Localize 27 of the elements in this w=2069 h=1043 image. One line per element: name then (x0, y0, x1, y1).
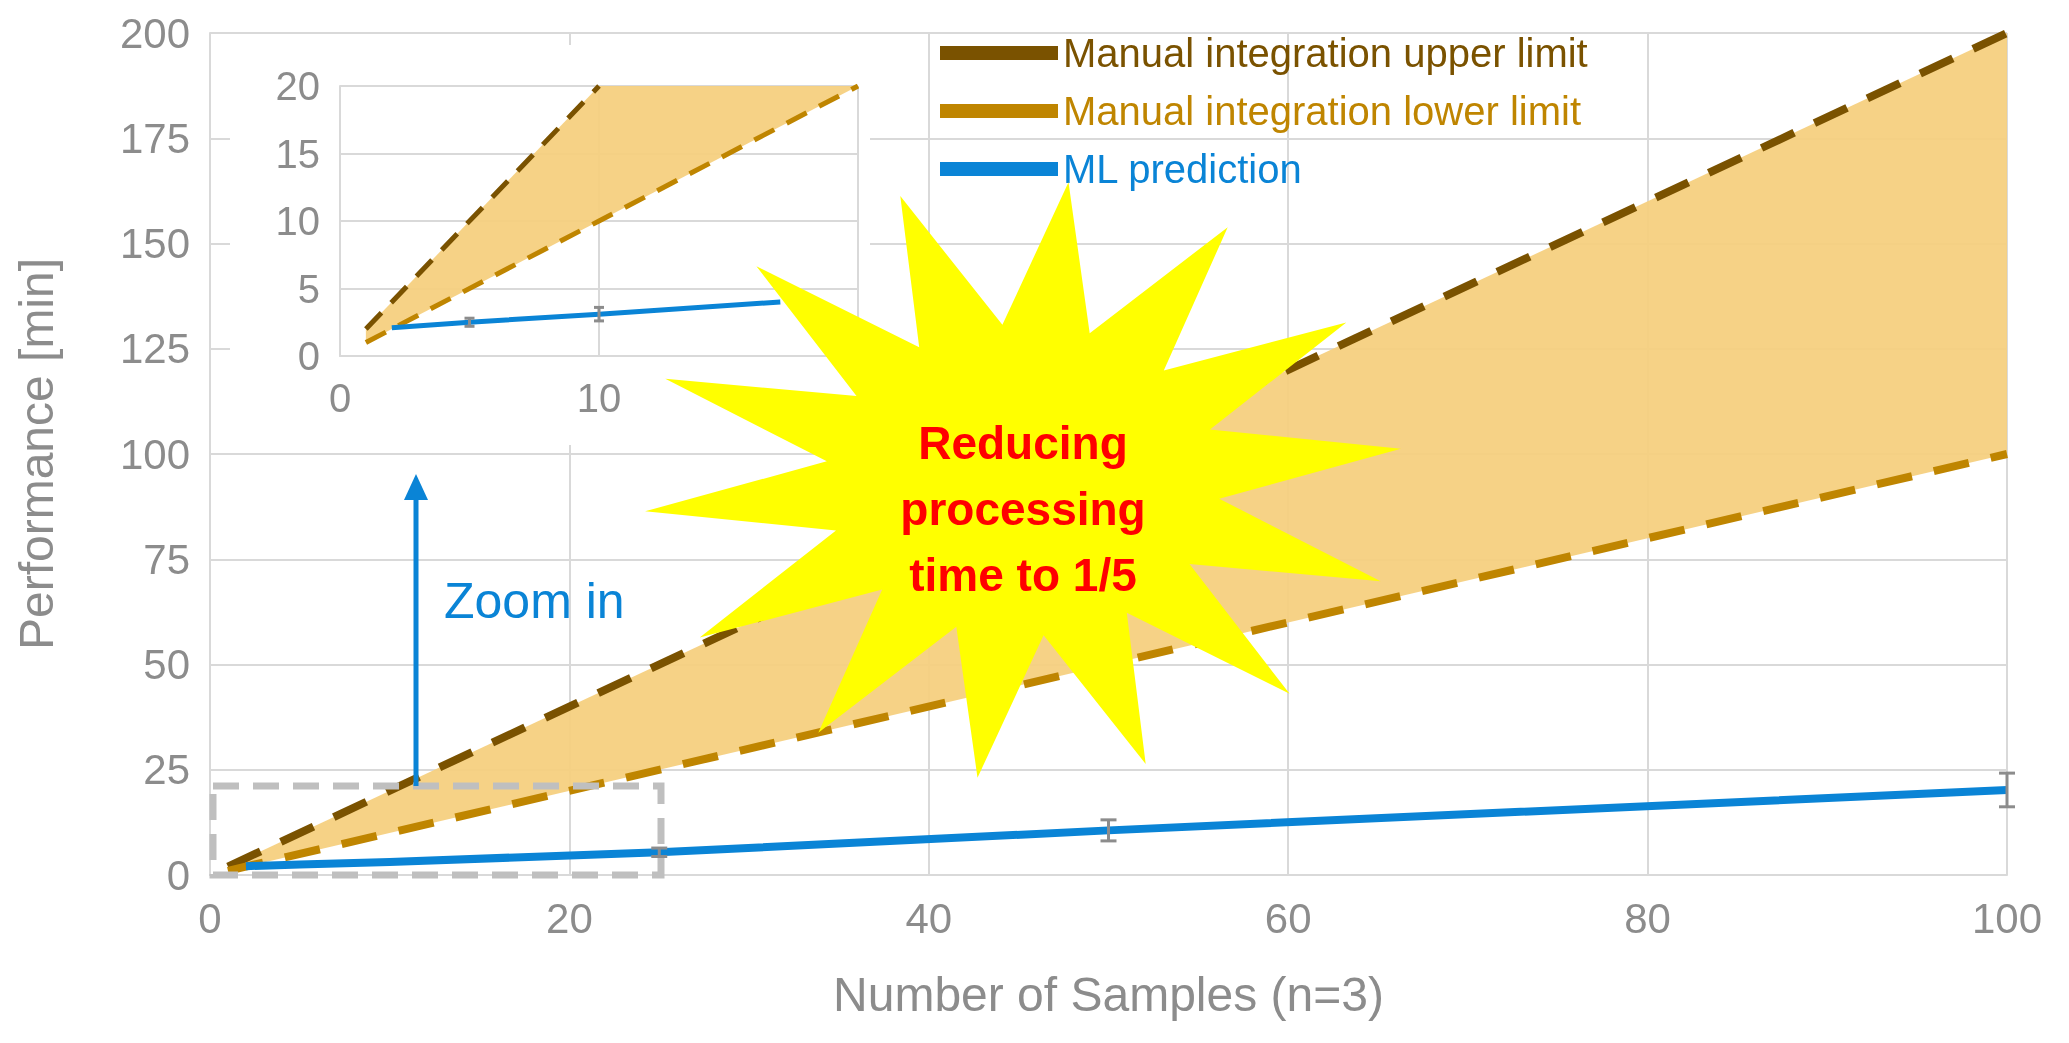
y-tick-label: 10 (275, 199, 320, 243)
y-tick-label: 0 (297, 334, 320, 378)
legend-label: ML prediction (1063, 147, 1302, 191)
y-tick-label: 0 (166, 851, 190, 899)
x-tick-label: 40 (905, 894, 953, 942)
annotation: Zoom in (444, 572, 625, 630)
y-tick-label: 5 (297, 266, 320, 311)
y-tick-label: 15 (275, 131, 320, 176)
legend-label: Manual integration lower limit (1063, 89, 1582, 133)
y-tick-label: 150 (119, 220, 190, 267)
y-tick-label: 175 (119, 114, 190, 162)
legend-label: Manual integration upper limit (1063, 31, 1588, 75)
y-tick-label: 100 (119, 430, 190, 478)
x-tick-label: 60 (1264, 894, 1312, 942)
y-tick-label: 75 (143, 535, 190, 583)
y-tick-label: 20 (275, 64, 320, 108)
x-axis-title: Number of Samples (n=3) (833, 967, 1384, 1021)
x-tick-label: 80 (1624, 894, 1671, 942)
annotation: Reducing processing time to 1/5 (899, 416, 1147, 603)
y-tick-label: 200 (119, 9, 190, 57)
y-tick-label: 25 (143, 746, 190, 794)
x-tick-label: 20 (546, 894, 593, 942)
y-tick-label: 125 (119, 325, 190, 373)
y-axis-title: Performance [min] (9, 257, 63, 651)
y-tick-label: 50 (143, 641, 190, 688)
x-tick-label: 100 (1971, 894, 2043, 942)
x-tick-label: 0 (198, 894, 222, 942)
